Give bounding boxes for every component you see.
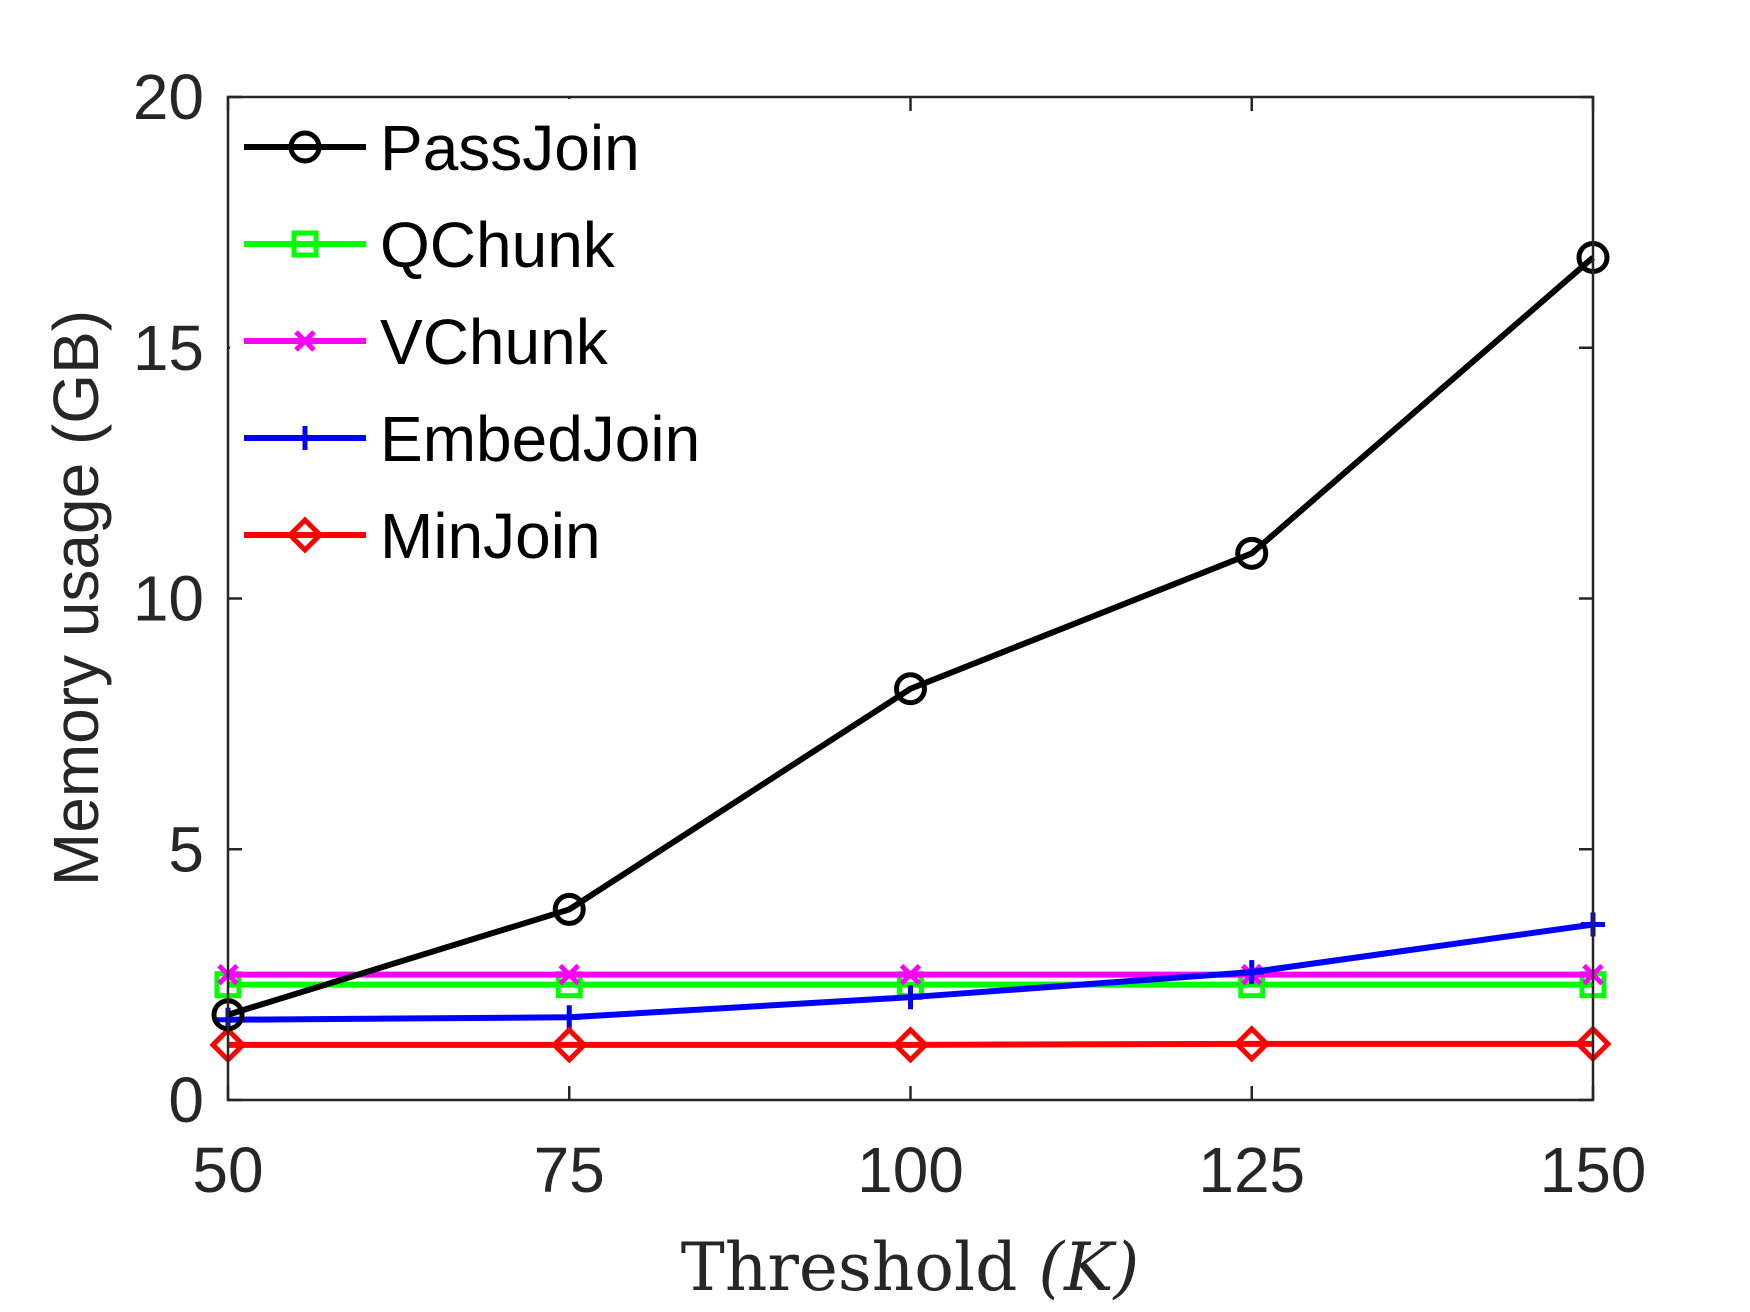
data-point-embedjoin bbox=[1239, 960, 1264, 985]
y-tick-label: 15 bbox=[133, 312, 204, 384]
legend-item-embedjoin: EmbedJoin bbox=[244, 403, 700, 475]
series-minjoin bbox=[209, 1025, 1612, 1064]
series-line-minjoin bbox=[228, 1040, 1593, 1048]
legend-marker-minjoin bbox=[286, 516, 324, 554]
data-point-minjoin bbox=[1233, 1025, 1271, 1063]
legend-item-vchunk: VChunk bbox=[244, 306, 609, 378]
y-tick-label: 10 bbox=[133, 563, 204, 635]
legend-label-vchunk: VChunk bbox=[380, 306, 609, 378]
legend-marker-embedjoin bbox=[293, 426, 317, 450]
x-tick-label: 75 bbox=[534, 1134, 605, 1206]
data-point-embedjoin bbox=[898, 985, 923, 1010]
data-point-embedjoin bbox=[557, 1005, 582, 1030]
y-axis-label: Memory usage (GB) bbox=[40, 310, 112, 886]
y-tick-label: 0 bbox=[168, 1064, 204, 1136]
data-point-passjoin bbox=[552, 892, 586, 926]
x-axis-label-variable: (K) bbox=[1038, 1229, 1139, 1306]
legend-marker-passjoin bbox=[288, 130, 322, 164]
series-vchunk bbox=[217, 963, 1604, 986]
x-tick-label: 150 bbox=[1540, 1134, 1647, 1206]
y-tick-label: 20 bbox=[133, 61, 204, 133]
x-tick-label: 100 bbox=[857, 1134, 964, 1206]
x-axis-label-text: Threshold bbox=[681, 1229, 1039, 1306]
ticks-layer: 50 75 100 125 150 0 5 10 15 20 bbox=[133, 61, 1647, 1206]
x-axis-label: Threshold (K) bbox=[681, 1229, 1139, 1306]
legend-label-passjoin: PassJoin bbox=[380, 112, 640, 184]
data-point-vchunk bbox=[558, 963, 581, 986]
legend-label-embedjoin: EmbedJoin bbox=[380, 403, 700, 475]
series-layer bbox=[209, 240, 1612, 1064]
legend-marker-qchunk bbox=[291, 230, 319, 258]
data-point-minjoin bbox=[891, 1026, 930, 1064]
data-point-minjoin bbox=[550, 1026, 588, 1064]
data-point-passjoin bbox=[894, 672, 927, 706]
series-line-passjoin bbox=[227, 255, 1595, 1018]
legend-item-passjoin: PassJoin bbox=[244, 112, 640, 184]
legend-marker-vchunk bbox=[294, 330, 316, 352]
data-point-vchunk bbox=[899, 963, 922, 986]
legend-label-minjoin: MinJoin bbox=[380, 500, 601, 572]
legend-background bbox=[230, 99, 770, 571]
x-tick-label: 50 bbox=[192, 1134, 263, 1206]
legend-item-qchunk: QChunk bbox=[244, 209, 616, 281]
legend-label-qchunk: QChunk bbox=[380, 209, 616, 281]
y-tick-label: 5 bbox=[168, 813, 204, 885]
legend-item-minjoin: MinJoin bbox=[244, 500, 601, 572]
data-point-passjoin bbox=[1235, 536, 1269, 570]
x-tick-label: 125 bbox=[1198, 1134, 1305, 1206]
legend: PassJoin QChunk VChunk EmbedJoin MinJoin bbox=[230, 99, 770, 572]
